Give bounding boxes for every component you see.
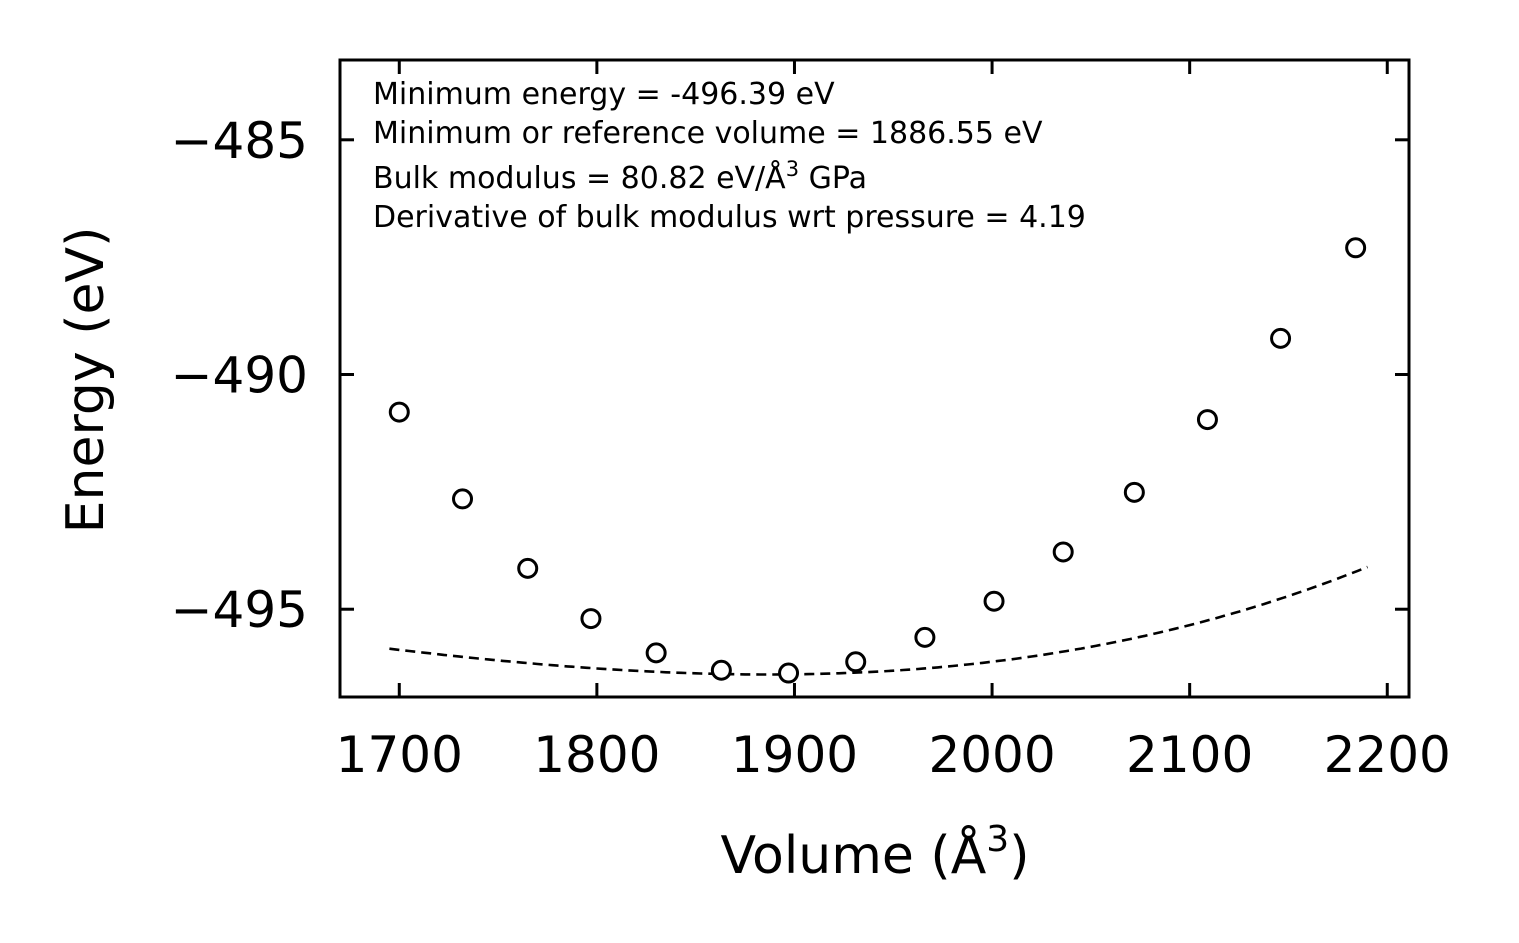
fit-curve bbox=[389, 565, 1368, 676]
x-axis-label: Volume (Å3) bbox=[721, 819, 1030, 886]
annotation-min-volume: Minimum or reference volume = 1886.55 eV bbox=[373, 116, 1043, 151]
plot-frame bbox=[338, 58, 1411, 699]
x-tick-label: 2100 bbox=[1126, 726, 1253, 784]
data-point bbox=[710, 659, 732, 681]
data-point bbox=[388, 401, 410, 423]
annotation-block: Minimum energy = -496.39 eV Minimum or r… bbox=[373, 77, 1086, 235]
data-point bbox=[1345, 237, 1367, 259]
y-tick-label: −485 bbox=[171, 112, 308, 170]
annotation-bulk-modulus: Bulk modulus = 80.82 eV/Å3 GPa bbox=[373, 157, 867, 196]
data-point bbox=[580, 608, 602, 630]
data-point bbox=[845, 651, 867, 673]
data-point bbox=[1052, 541, 1074, 563]
y-tick-labels: −485 −490 −495 bbox=[171, 112, 308, 639]
y-tick-label: −490 bbox=[171, 347, 308, 405]
data-point bbox=[778, 662, 800, 684]
data-point bbox=[645, 642, 667, 664]
x-tick-label: 2000 bbox=[928, 726, 1055, 784]
data-point bbox=[1270, 327, 1292, 349]
x-tick-label: 2200 bbox=[1324, 726, 1451, 784]
x-tick-label: 1900 bbox=[731, 726, 858, 784]
y-axis-label: Energy (eV) bbox=[56, 227, 116, 534]
x-tick-label: 1800 bbox=[533, 726, 660, 784]
data-point bbox=[1123, 481, 1145, 503]
data-point bbox=[452, 488, 474, 510]
data-point bbox=[914, 626, 936, 648]
y-tick-label: −495 bbox=[171, 581, 308, 639]
tick-marks bbox=[340, 60, 1409, 697]
x-tick-label: 1700 bbox=[336, 726, 463, 784]
annotation-min-energy: Minimum energy = -496.39 eV bbox=[373, 77, 835, 112]
data-point bbox=[1196, 409, 1218, 431]
data-point bbox=[983, 590, 1005, 612]
data-points bbox=[388, 237, 1367, 684]
data-point bbox=[517, 557, 539, 579]
annotation-bulk-derivative: Derivative of bulk modulus wrt pressure … bbox=[373, 200, 1086, 235]
x-tick-labels: 1700 1800 1900 2000 2100 2200 bbox=[336, 726, 1451, 784]
